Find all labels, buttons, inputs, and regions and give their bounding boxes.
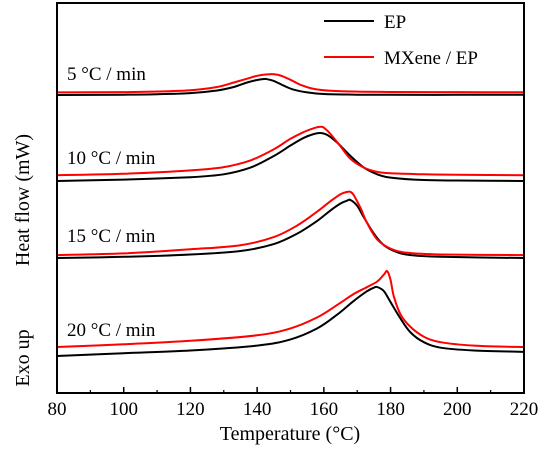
legend-label-ep: EP	[384, 12, 406, 33]
y-axis-label: Heat flow (mW)	[12, 134, 34, 266]
rate-label-20: 20 °C / min	[67, 320, 156, 341]
x-ticks: 80 100 120 140 160 180 200 220	[48, 387, 539, 420]
curve-group-2	[56, 125, 525, 182]
series-line-mxene-ep-2	[56, 125, 525, 177]
rate-label-10: 10 °C / min	[67, 148, 156, 169]
rate-label-15: 15 °C / min	[67, 226, 156, 247]
x-tick-label: 180	[376, 399, 405, 420]
curve-group-1	[56, 73, 525, 96]
x-axis-label: Temperature (°C)	[220, 423, 360, 445]
plot-layer	[56, 73, 525, 357]
curve-group-4	[56, 269, 525, 357]
x-tick-label: 80	[48, 399, 67, 420]
legend-label-mxene: MXene / EP	[384, 48, 478, 69]
series-line-mxene-ep-1	[56, 73, 525, 94]
curve-group-3	[56, 190, 525, 259]
rate-label-5: 5 °C / min	[67, 64, 146, 85]
series-line-ep-2	[56, 131, 525, 182]
series-line-ep-3	[56, 198, 525, 259]
x-tick-label: 160	[310, 399, 339, 420]
x-tick-label: 120	[176, 399, 205, 420]
exo-up-label: Exo up	[12, 329, 34, 386]
series-line-ep-1	[56, 77, 524, 96]
x-tick-label: 220	[510, 399, 539, 420]
x-tick-label: 140	[243, 399, 272, 420]
legend: EP MXene / EP	[324, 12, 478, 69]
series-line-mxene-ep-4	[56, 269, 525, 348]
series-line-ep-4	[56, 285, 525, 357]
x-tick-label: 100	[109, 399, 138, 420]
series-line-mxene-ep-3	[56, 190, 525, 257]
x-tick-label: 200	[443, 399, 472, 420]
